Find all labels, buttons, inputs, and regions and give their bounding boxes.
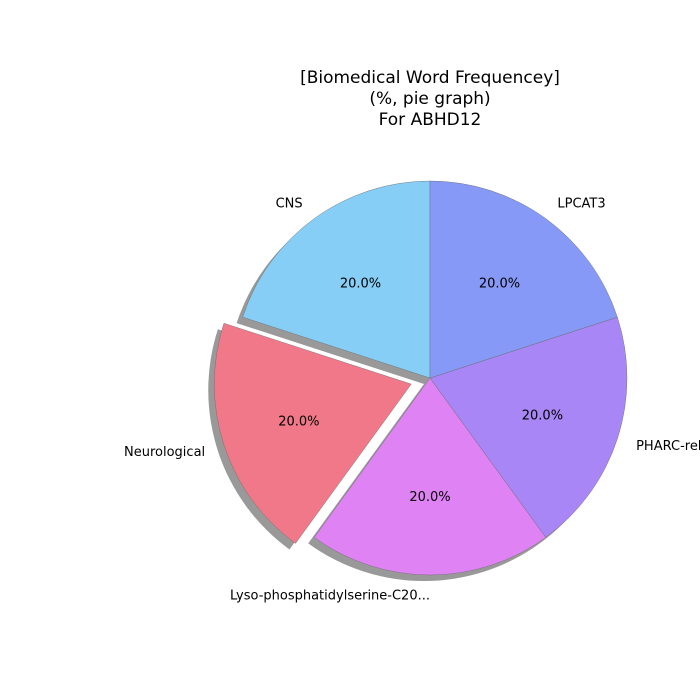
pie-slices [214,180,628,576]
pie-slice [242,180,431,379]
pie-slice [429,316,628,538]
chart-title-line-2: (%, pie graph) [369,89,490,109]
slice-percent-label: 20.0% [522,409,563,424]
pie-slice [214,322,412,544]
slice-category-label: Lyso-phosphatidylserine-C20... [230,589,430,604]
pie-labels: 20.0% CNS 20.0% Neurological 20.0% Lyso-phosp… [124,197,700,604]
slice-percent-label: 20.0% [479,276,520,291]
chart-title-line-1: [Biomedical Word Frequencey] [300,68,560,88]
slice-percent-label: 20.0% [278,415,319,430]
pie-slice [313,377,547,576]
chart-title-line-3: For ABHD12 [379,110,482,130]
slice-category-label: CNS [276,197,303,212]
slice-category-label: LPCAT3 [557,197,605,212]
slice-percent-label: 20.0% [340,276,381,291]
slice-percent-label: 20.0% [409,490,450,505]
slice-category-label: PHARC-related... [636,439,700,454]
slice-category-label: Neurological [124,445,205,460]
pie-slice [429,180,618,379]
